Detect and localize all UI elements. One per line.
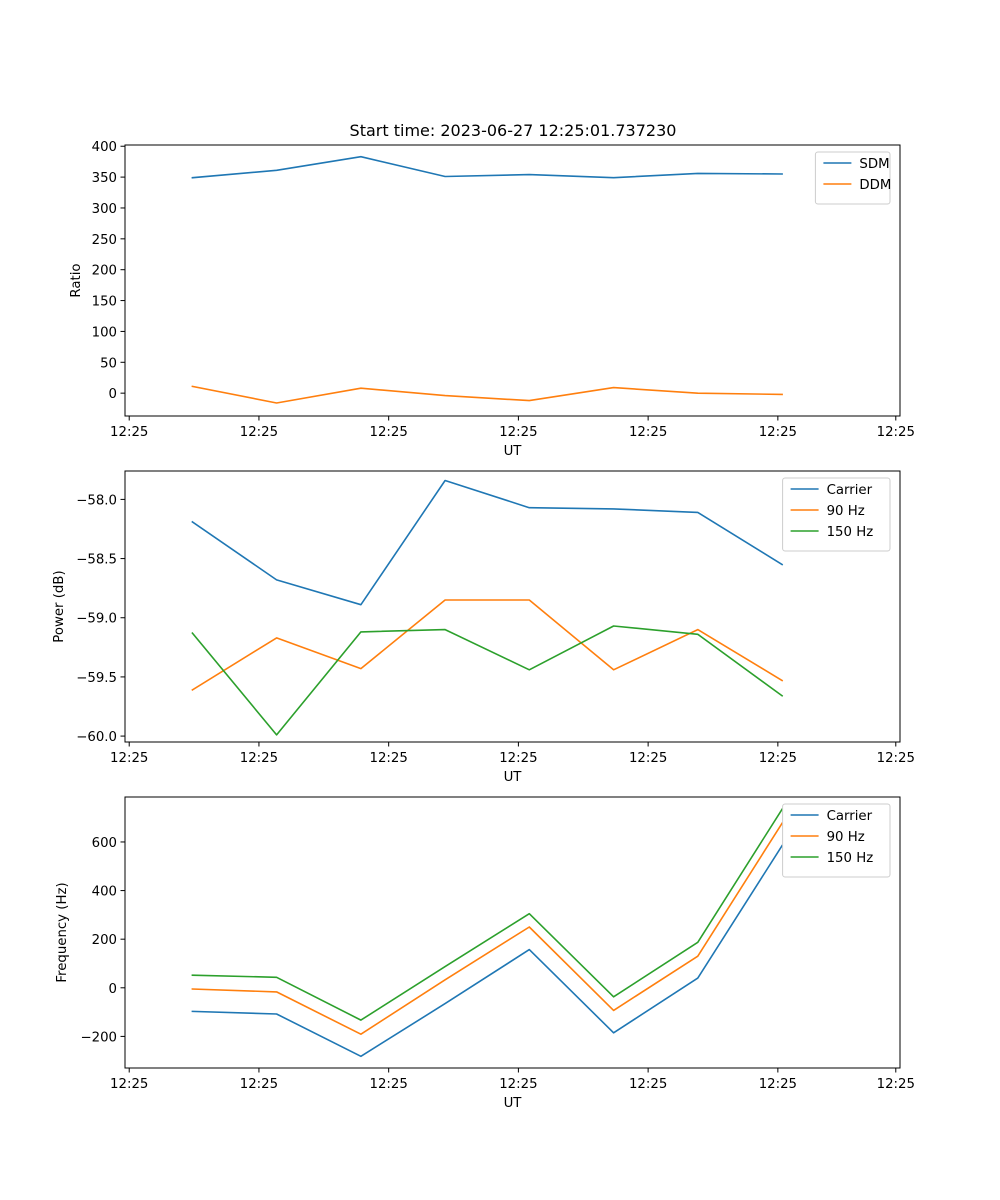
x-tick-label: 12:25 (759, 751, 797, 766)
y-tick-label: −59.0 (76, 612, 117, 627)
legend: SDM DDM (814, 151, 891, 205)
figure-title: Start time: 2023-06-27 12:25:01.737230 (350, 121, 677, 140)
series-line-150-hz (191, 808, 784, 1021)
legend-label: DDM (859, 178, 891, 193)
x-tick-label: 12:25 (759, 1077, 797, 1092)
x-axis-label: UT (504, 1096, 523, 1111)
y-axis-label: Frequency (Hz) (55, 882, 70, 982)
x-tick-label: 12:25 (110, 1077, 148, 1092)
legend: Carrier 90 Hz 150 Hz (782, 803, 891, 878)
subplot-1: 12:25 12:25 12:25 12:25 12:25 12:25 12:25 0 50 10… (69, 140, 915, 459)
y-tick-label: 250 (92, 233, 117, 248)
y-tick-label: −200 (80, 1030, 117, 1045)
y-tick-label: 150 (92, 295, 117, 310)
y-axis-label: Ratio (69, 263, 84, 297)
x-tick-label: 12:25 (877, 425, 915, 440)
y-tick-label: 300 (92, 202, 117, 217)
y-tick-label: −59.5 (76, 671, 117, 686)
x-tick-label: 12:25 (110, 751, 148, 766)
legend-label: 90 Hz (827, 504, 865, 519)
legend-label: SDM (859, 157, 889, 172)
axes-frame (124, 796, 901, 1069)
x-tick-label: 12:25 (240, 1077, 278, 1092)
x-tick-label: 12:25 (370, 751, 408, 766)
legend-label: 90 Hz (827, 830, 865, 845)
y-tick-label: 400 (92, 140, 117, 155)
y-tick-label: 600 (92, 836, 117, 851)
legend-label: 150 Hz (827, 525, 874, 540)
subplot-3: 12:25 12:25 12:25 12:25 12:25 12:25 12:25 −200 0… (55, 796, 915, 1111)
x-tick-label: 12:25 (370, 1077, 408, 1092)
y-tick-label: −58.0 (76, 493, 117, 508)
x-axis-label: UT (504, 770, 523, 785)
legend: Carrier 90 Hz 150 Hz (782, 477, 891, 552)
legend-label: 150 Hz (827, 851, 874, 866)
x-tick-label: 12:25 (759, 425, 797, 440)
y-tick-label: 0 (109, 387, 117, 402)
x-tick-label: 12:25 (629, 751, 667, 766)
plots-container: 12:25 12:25 12:25 12:25 12:25 12:25 12:25 0 50 10… (52, 140, 915, 1111)
y-tick-label: 200 (92, 264, 117, 279)
x-tick-label: 12:25 (499, 425, 537, 440)
x-tick-label: 12:25 (877, 1077, 915, 1092)
legend-box (782, 477, 891, 552)
x-tick-label: 12:25 (629, 1077, 667, 1092)
x-axis-label: UT (504, 444, 523, 459)
series-line-ddm (191, 385, 783, 404)
x-tick-label: 12:25 (240, 425, 278, 440)
series-line-90-hz (191, 599, 784, 692)
legend-box (782, 803, 891, 878)
legend-box (814, 151, 891, 205)
series-line-carrier (191, 479, 784, 606)
y-tick-label: −60.0 (76, 730, 117, 745)
y-tick-label: 0 (109, 982, 117, 997)
y-tick-label: 400 (92, 885, 117, 900)
y-tick-label: 50 (100, 356, 117, 371)
legend-label: Carrier (827, 809, 873, 824)
x-tick-label: 12:25 (240, 751, 278, 766)
axes-frame (124, 470, 901, 743)
x-tick-label: 12:25 (499, 1077, 537, 1092)
series-line-150-hz (191, 625, 784, 736)
y-axis-label: Power (dB) (52, 570, 67, 642)
y-tick-label: 200 (92, 933, 117, 948)
subplot-2: 12:25 12:25 12:25 12:25 12:25 12:25 12:25 −60.0… (52, 470, 915, 785)
x-tick-label: 12:25 (629, 425, 667, 440)
series-line-90-hz (191, 822, 784, 1035)
legend-label: Carrier (827, 483, 873, 498)
y-tick-label: 350 (92, 171, 117, 186)
axes-frame (124, 144, 901, 417)
x-tick-label: 12:25 (877, 751, 915, 766)
y-tick-label: −58.5 (76, 553, 117, 568)
x-tick-label: 12:25 (110, 425, 148, 440)
series-line-sdm (191, 155, 783, 179)
x-tick-label: 12:25 (499, 751, 537, 766)
y-tick-label: 100 (92, 325, 117, 340)
x-tick-label: 12:25 (370, 425, 408, 440)
series-line-carrier (191, 844, 784, 1058)
